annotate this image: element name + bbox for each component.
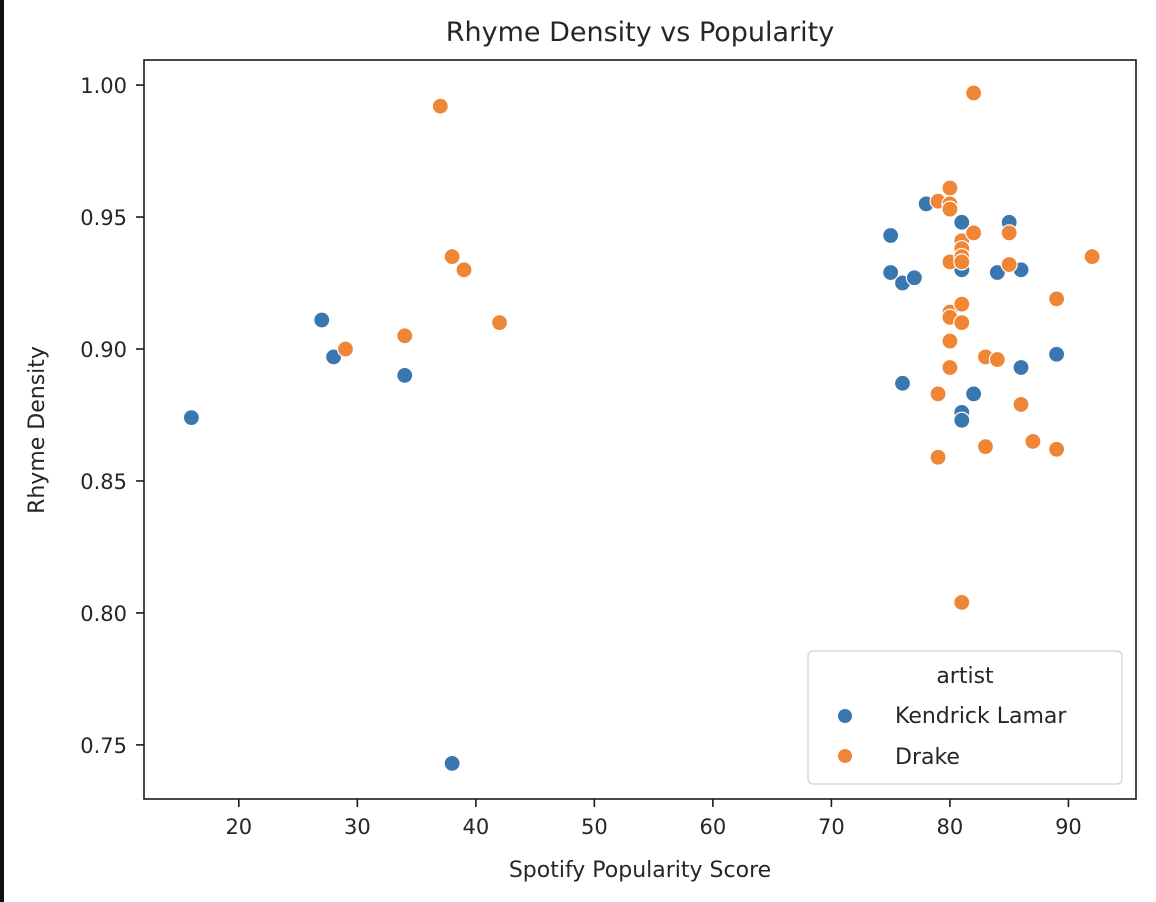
data-point [941, 332, 959, 350]
data-point [953, 314, 971, 332]
legend: artist Kendrick Lamar Drake [807, 650, 1123, 785]
data-point [941, 358, 959, 377]
y-tick-label: 0.80 [80, 602, 127, 626]
legend-label-drake: Drake [895, 745, 960, 770]
data-point [1047, 290, 1066, 308]
x-tick-label: 40 [462, 815, 489, 839]
x-tick-label: 30 [344, 815, 371, 839]
data-point [1000, 224, 1018, 242]
y-tick-label: 0.90 [80, 338, 127, 362]
y-tick-label: 0.85 [80, 470, 127, 494]
data-point [1012, 395, 1030, 414]
legend-title: artist [936, 664, 994, 689]
y-tick-label: 0.95 [80, 206, 127, 230]
x-tick-label: 70 [818, 815, 845, 839]
legend-box [807, 650, 1123, 785]
x-tick-label: 50 [581, 815, 608, 839]
data-point [1083, 248, 1101, 266]
data-point [396, 366, 414, 384]
data-point [443, 754, 461, 772]
data-point [1012, 358, 1030, 377]
data-point [490, 314, 509, 332]
data-point [953, 253, 971, 271]
data-point [953, 411, 971, 429]
x-tick-label: 20 [225, 815, 252, 839]
series-drake [336, 84, 1101, 611]
data-point [988, 263, 1006, 282]
data-point [929, 448, 947, 466]
data-point [953, 295, 971, 313]
data-point [953, 593, 971, 611]
data-point [1047, 440, 1066, 458]
data-point [455, 261, 473, 279]
data-point [182, 409, 201, 427]
data-point [941, 200, 959, 218]
window-left-border [0, 0, 4, 902]
data-point [941, 179, 959, 197]
y-axis-ticks: 0.75 0.80 0.85 0.90 0.95 1.00 [80, 74, 144, 758]
x-tick-label: 80 [937, 815, 964, 839]
data-point [1047, 345, 1066, 363]
data-point [965, 224, 983, 242]
data-point [988, 350, 1006, 369]
data-point [893, 374, 912, 392]
data-point [1024, 432, 1042, 450]
data-point [325, 348, 343, 366]
chart-title: Rhyme Density vs Popularity [446, 17, 835, 48]
data-point [905, 269, 923, 287]
data-point [336, 340, 355, 358]
x-axis-label: Spotify Popularity Score [509, 858, 771, 883]
y-tick-label: 0.75 [80, 734, 127, 758]
legend-label-kendrick-lamar: Kendrick Lamar [895, 704, 1067, 729]
data-point [965, 385, 983, 403]
legend-marker-kendrick-lamar [837, 708, 853, 724]
data-point [313, 311, 331, 329]
data-point [1000, 255, 1018, 274]
x-tick-label: 90 [1055, 815, 1082, 839]
y-axis-label: Rhyme Density [25, 346, 50, 514]
data-point [929, 385, 947, 403]
legend-marker-drake [837, 748, 853, 764]
data-point [882, 263, 900, 282]
data-point [965, 84, 983, 102]
data-point [882, 226, 900, 245]
x-tick-label: 60 [700, 815, 727, 839]
data-point [443, 248, 461, 266]
x-axis-ticks: 20 30 40 50 60 70 80 90 [225, 799, 1082, 839]
data-point [396, 327, 414, 345]
data-point [953, 213, 971, 231]
data-point [431, 97, 449, 115]
data-points [182, 84, 1101, 772]
y-tick-label: 1.00 [80, 74, 127, 98]
data-point [976, 438, 995, 456]
